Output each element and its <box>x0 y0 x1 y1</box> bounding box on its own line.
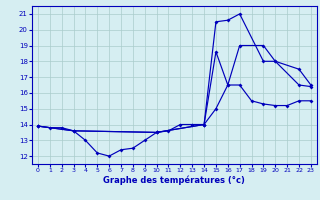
X-axis label: Graphe des températures (°c): Graphe des températures (°c) <box>103 176 245 185</box>
